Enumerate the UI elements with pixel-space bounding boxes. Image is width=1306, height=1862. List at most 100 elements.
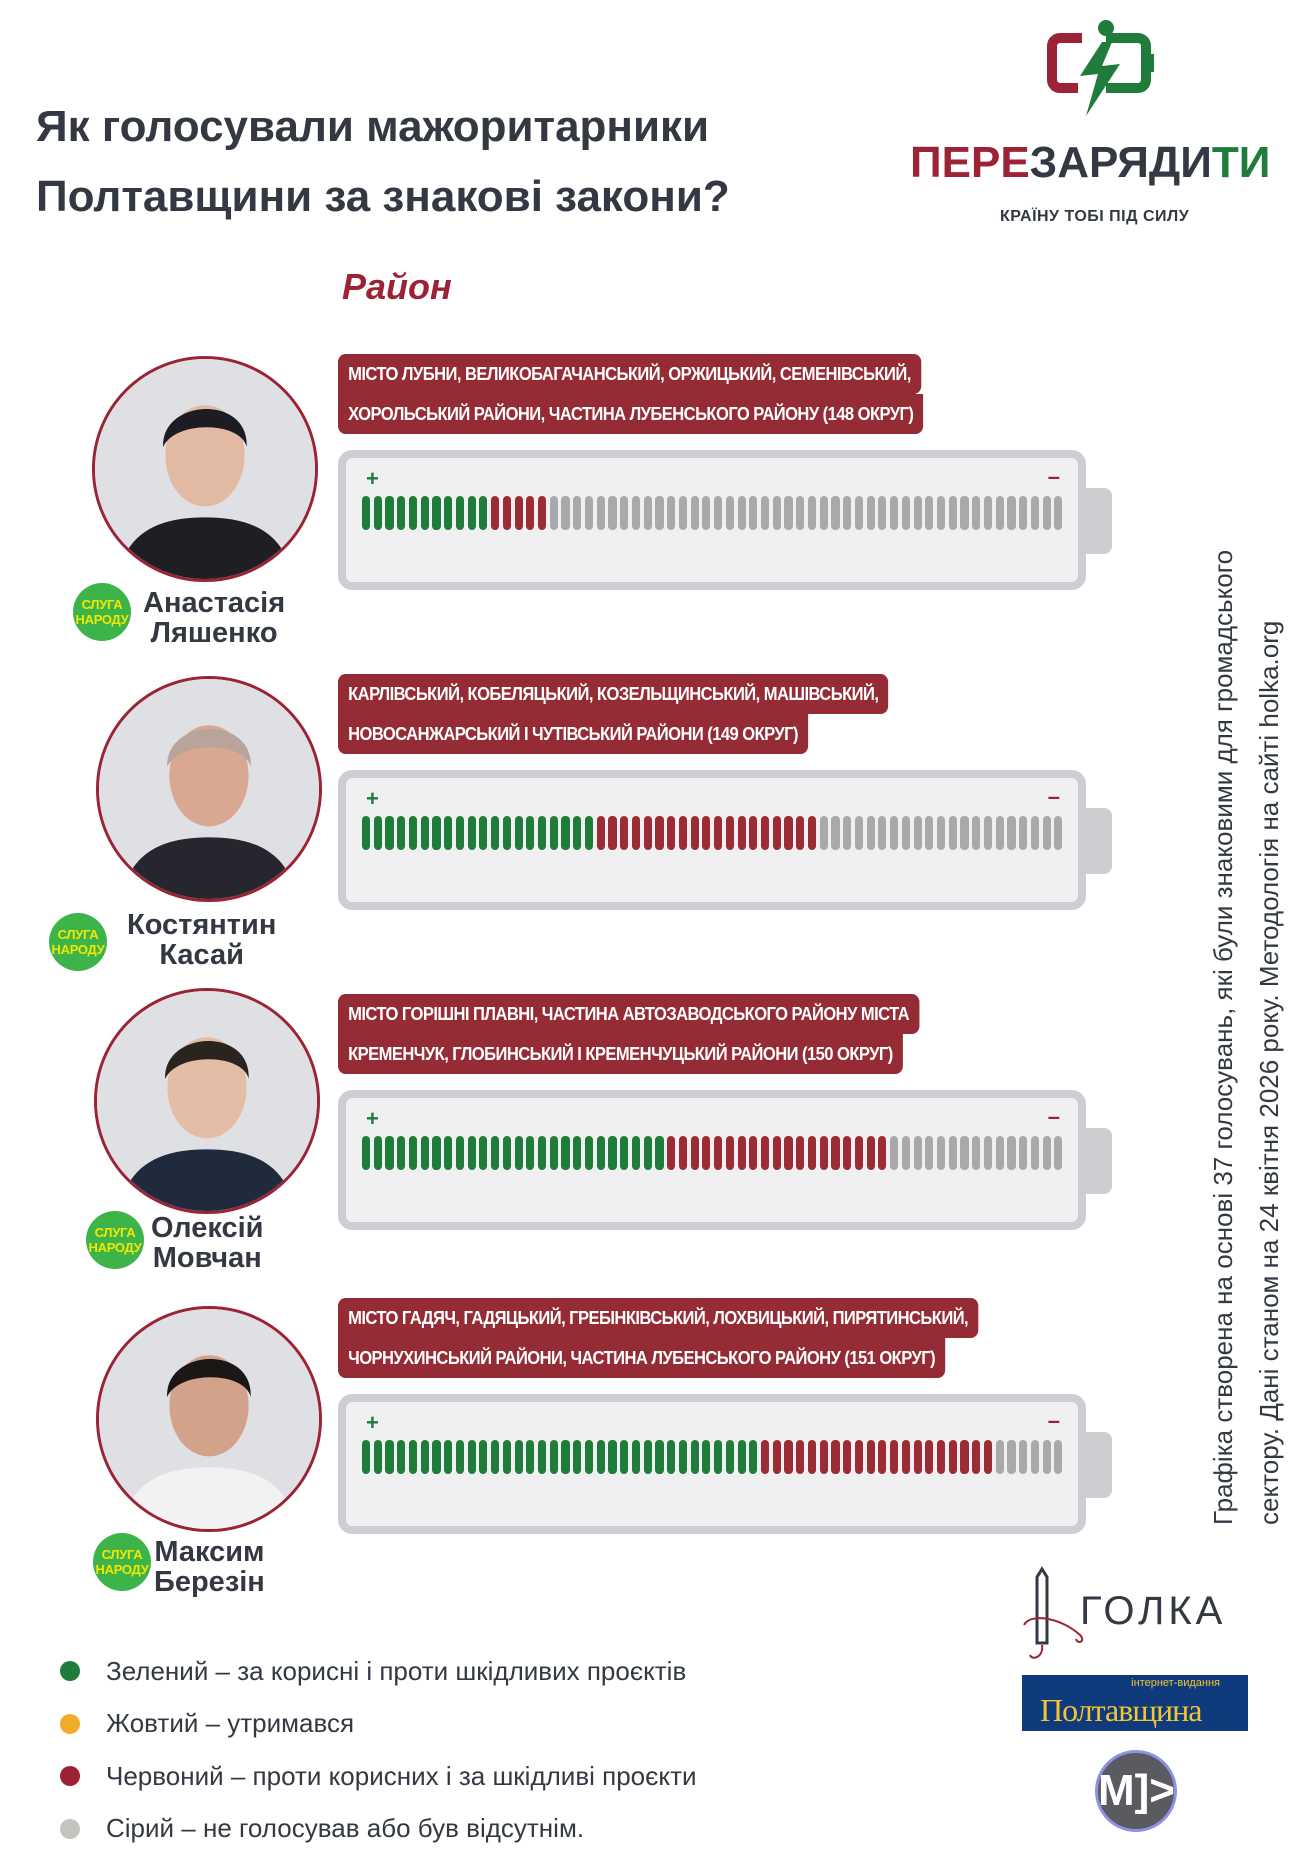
vote-segment-gray <box>819 816 828 850</box>
vote-segment-green <box>362 1136 371 1170</box>
party-badge: СЛУГА НАРОДУ <box>49 913 107 971</box>
vote-segment-green <box>584 816 594 850</box>
vote-segment-green <box>432 496 441 530</box>
partner-logos: ГОЛКА інтернет-видання Полтавщина M]> <box>1010 1565 1250 1855</box>
deputy-name: Олексій Мовчан <box>151 1212 264 1274</box>
vote-segment-gray <box>925 496 934 530</box>
vote-segment-red <box>678 816 687 850</box>
brand-name: ПЕРЕЗАРЯДИТИ <box>910 138 1271 187</box>
vote-segment-gray <box>714 496 723 530</box>
needle-thread-icon <box>1023 1566 1084 1659</box>
deputy-photo <box>94 988 320 1214</box>
vote-segment-gray <box>866 816 875 850</box>
vote-segment-green <box>538 816 547 850</box>
vote-segment-gray <box>549 496 558 530</box>
vote-segment-gray <box>925 1136 934 1170</box>
vote-segment-red <box>807 1440 817 1474</box>
portrait-icon <box>99 1309 319 1529</box>
vote-segment-gray <box>854 496 863 530</box>
vote-segment-gray <box>784 496 793 530</box>
vote-segment-green <box>420 1440 429 1474</box>
legend-item: Жовтий – утримався <box>60 1698 697 1751</box>
vote-segment-gray <box>890 1136 899 1170</box>
vote-segment-green <box>385 816 394 850</box>
vote-segment-gray <box>1030 816 1039 850</box>
vote-segment-gray <box>620 496 629 530</box>
plus-icon: + <box>366 466 379 491</box>
vote-segment-green <box>538 1136 547 1170</box>
vote-segment-gray <box>1042 496 1051 530</box>
vote-segment-gray <box>1007 1440 1016 1474</box>
region-heading: Район <box>342 266 452 307</box>
vote-segment-gray <box>890 816 899 850</box>
vote-segment-green <box>526 1440 535 1474</box>
minus-icon: – <box>1047 1408 1060 1433</box>
vote-segment-green <box>455 1440 465 1474</box>
legend-dot-icon <box>60 1818 80 1839</box>
vote-segment-gray <box>690 496 699 530</box>
vote-segment-green <box>479 816 488 850</box>
vote-segment-green <box>655 1136 664 1170</box>
vote-segment-red <box>819 1136 828 1170</box>
vote-segment-green <box>408 1440 418 1474</box>
vote-segment-green <box>608 1440 617 1474</box>
vote-segment-green <box>620 1440 629 1474</box>
poltavshchyna-logo: інтернет-видання Полтавщина <box>1022 1675 1248 1731</box>
vote-segment-gray <box>866 496 875 530</box>
vote-segment-red <box>714 816 723 850</box>
party-badge: СЛУГА НАРОДУ <box>93 1533 151 1591</box>
vote-segment-green <box>397 496 406 530</box>
vote-segment-gray <box>948 496 957 530</box>
vote-segment-gray <box>1030 496 1039 530</box>
vote-segment-red <box>925 1440 934 1474</box>
deputy-photo <box>96 676 322 902</box>
minus-icon: – <box>1047 1104 1060 1129</box>
vote-segment-green <box>643 1136 652 1170</box>
vote-segment-green <box>385 496 394 530</box>
vote-segment-green <box>397 816 406 850</box>
vote-segment-gray <box>807 496 817 530</box>
vote-segment-green <box>502 1136 511 1170</box>
vote-segment-gray <box>1054 816 1063 850</box>
vote-segment-green <box>432 1440 441 1474</box>
vote-segment-gray <box>901 1136 910 1170</box>
vote-segment-red <box>854 1440 863 1474</box>
vote-segment-gray <box>843 816 852 850</box>
vote-segment-gray <box>1019 496 1028 530</box>
vote-segment-gray <box>737 496 746 530</box>
minus-icon: – <box>1047 784 1060 809</box>
vote-segment-red <box>796 1440 805 1474</box>
portrait-icon <box>99 679 319 899</box>
vote-segment-green <box>373 1136 382 1170</box>
vote-segment-green <box>491 816 500 850</box>
vote-segment-gray <box>983 496 993 530</box>
vote-segment-red <box>538 496 547 530</box>
vote-battery: + – <box>338 450 1086 590</box>
vote-segment-green <box>467 1136 476 1170</box>
party-badge: СЛУГА НАРОДУ <box>86 1211 144 1269</box>
deputy-name: Анастасія Ляшенко <box>143 587 286 649</box>
vote-segment-red <box>772 816 781 850</box>
vote-segment-gray <box>878 496 887 530</box>
vote-segment-red <box>749 1136 758 1170</box>
vote-segment-gray <box>655 496 664 530</box>
vote-segment-red <box>678 1136 687 1170</box>
district-label: Місто Гадяч, Гадяцький, Гребінківський, … <box>338 1298 979 1378</box>
vote-segments <box>362 1440 1063 1474</box>
vote-segment-red <box>772 1440 781 1474</box>
vote-segment-gray <box>725 496 734 530</box>
vote-segment-red <box>831 1440 840 1474</box>
deputy-name: Максим Березін <box>154 1536 265 1598</box>
battery-terminal <box>1086 1432 1112 1498</box>
district-label: Місто Лубни, Великобагачанський, Оржицьк… <box>338 354 924 434</box>
vote-segment-red <box>667 816 676 850</box>
vote-segment-gray <box>1042 1440 1051 1474</box>
plus-icon: + <box>366 1106 379 1131</box>
vote-segment-green <box>561 1136 570 1170</box>
golka-logo: ГОЛКА <box>1020 1565 1240 1660</box>
vote-segment-gray <box>878 816 887 850</box>
vote-segment-green <box>702 1440 711 1474</box>
portrait-icon <box>97 991 317 1211</box>
vote-segment-green <box>690 1440 699 1474</box>
vote-segment-green <box>362 816 371 850</box>
